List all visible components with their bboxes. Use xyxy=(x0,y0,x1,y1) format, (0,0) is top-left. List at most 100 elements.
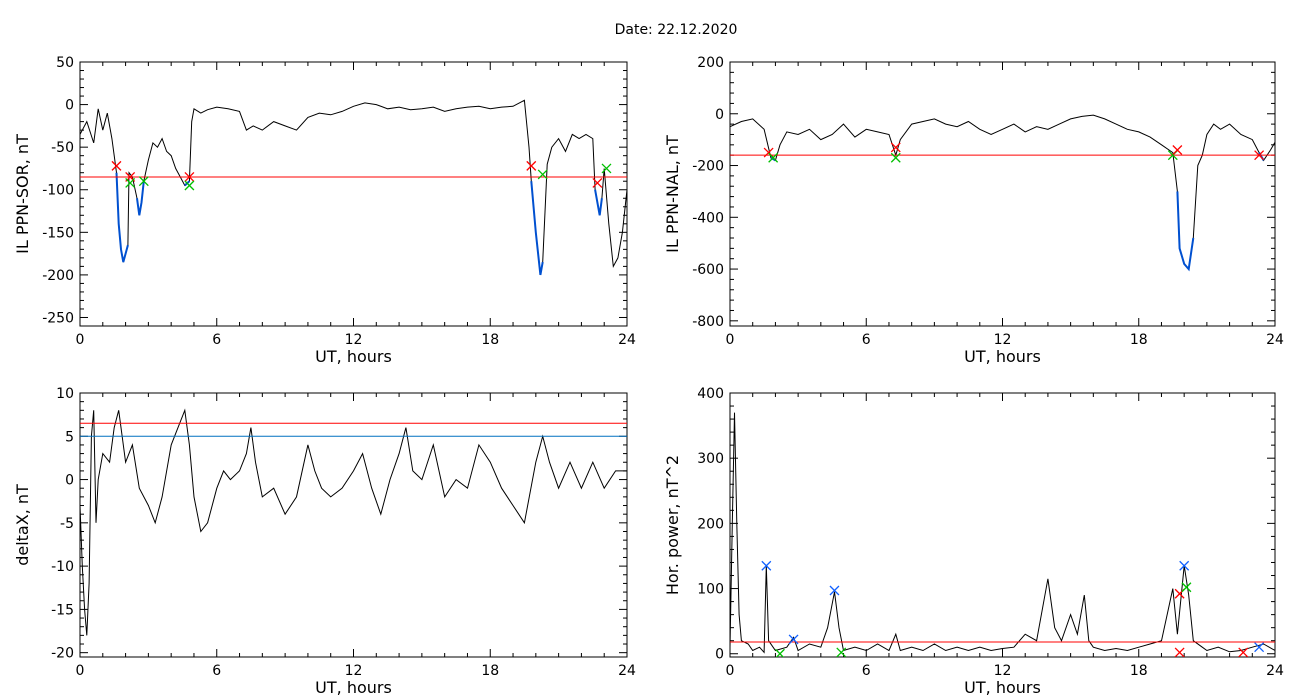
y-axis-label: IL PPN-NAL, nT xyxy=(663,135,682,253)
y-tick-label: 200 xyxy=(697,516,724,532)
x-tick-label: 0 xyxy=(76,663,85,679)
y-tick-label: -250 xyxy=(42,310,74,326)
highlight-segment xyxy=(115,172,129,263)
x-tick-label: 12 xyxy=(994,332,1012,348)
marker-blue xyxy=(788,634,799,645)
plot-area-nal xyxy=(730,114,1275,272)
marker-green xyxy=(774,648,785,657)
highlight-segment xyxy=(594,189,603,216)
y-tick-label: -10 xyxy=(51,559,74,575)
marker-green xyxy=(537,169,548,180)
series-line xyxy=(730,412,1275,654)
x-tick-label: 12 xyxy=(994,663,1012,679)
y-tick-label: -100 xyxy=(42,183,74,199)
marker-red xyxy=(1254,150,1265,161)
y-tick-label: 50 xyxy=(56,55,74,71)
plot-frame xyxy=(79,392,628,658)
x-tick-label: 6 xyxy=(212,332,221,348)
y-tick-label: -50 xyxy=(51,140,74,156)
marker-green xyxy=(768,152,779,163)
x-tick-label: 6 xyxy=(212,663,221,679)
y-tick-label: -400 xyxy=(692,210,724,226)
x-tick-label: 18 xyxy=(1130,332,1148,348)
series-line xyxy=(80,408,627,636)
plot-area-horpower xyxy=(730,412,1275,657)
highlight-segment xyxy=(136,181,145,216)
y-tick-label: 200 xyxy=(697,55,724,71)
y-tick-label: 0 xyxy=(715,647,724,663)
highlight-segment xyxy=(530,181,544,276)
x-tick-label: 6 xyxy=(862,332,871,348)
y-tick-label: -200 xyxy=(42,268,74,284)
y-tick-label: 400 xyxy=(697,386,724,402)
marker-red xyxy=(111,160,122,171)
marker-red xyxy=(1174,647,1185,657)
x-tick-label: 18 xyxy=(1130,663,1148,679)
marker-blue xyxy=(1179,560,1190,571)
y-tick-label: 5 xyxy=(65,429,74,445)
marker-green xyxy=(836,647,847,657)
marker-red xyxy=(890,142,901,153)
date-label: Date: 22.12.2020 xyxy=(615,22,738,38)
marker-red xyxy=(1238,647,1249,657)
chart-panel-horpower: 0 6 12 18 24 400 300 200 100 0 UT, hours Hor. power… xyxy=(663,386,1284,697)
plot-area-deltax xyxy=(80,408,627,636)
chart-panel-nal: 0 6 12 18 24 200 0 -200 -400 -600 -800 UT, hours IL … xyxy=(663,55,1284,366)
y-tick-label: 100 xyxy=(697,582,724,598)
plot-frame xyxy=(729,61,1276,327)
y-tick-label: -15 xyxy=(51,602,74,618)
x-tick-label: 24 xyxy=(618,332,636,348)
x-tick-label: 18 xyxy=(481,663,499,679)
series-line xyxy=(80,99,627,275)
highlight-segment xyxy=(1176,191,1195,272)
x-tick-label: 12 xyxy=(345,332,363,348)
marker-green xyxy=(1181,582,1192,593)
y-tick-label: -150 xyxy=(42,225,74,241)
plot-frame xyxy=(729,392,1276,658)
x-tick-label: 6 xyxy=(862,663,871,679)
marker-blue xyxy=(761,560,772,571)
x-tick-label: 24 xyxy=(1266,332,1284,348)
marker-red xyxy=(1172,145,1183,155)
x-tick-label: 24 xyxy=(1266,663,1284,679)
y-tick-label: -20 xyxy=(51,646,74,662)
marker-red xyxy=(526,160,537,171)
plot-area-sor xyxy=(80,99,627,276)
marker-green xyxy=(184,180,195,191)
y-tick-label: 300 xyxy=(697,451,724,467)
x-tick-label: 18 xyxy=(481,332,499,348)
chart-panel-sor: 0 6 12 18 24 50 0 -50 -100 -150 -200 -250 UT, hours I… xyxy=(13,55,636,366)
marker-blue xyxy=(829,585,840,596)
x-axis-label: UT, hours xyxy=(315,347,392,366)
x-tick-label: 0 xyxy=(726,663,735,679)
y-tick-label: -600 xyxy=(692,262,724,278)
marker-green xyxy=(125,177,136,188)
y-tick-label: 0 xyxy=(65,98,74,114)
y-tick-label: -5 xyxy=(60,516,74,532)
x-axis-label: UT, hours xyxy=(964,678,1041,697)
y-axis-label: Hor. power, nT^2 xyxy=(663,455,682,595)
chart-panel-deltax: 0 6 12 18 24 10 5 0 -5 -10 -15 -20 UT, hours deltaX, … xyxy=(13,386,636,697)
marker-green xyxy=(890,152,901,163)
marker-red xyxy=(592,177,603,188)
plot-frame xyxy=(79,61,628,327)
marker-blue xyxy=(1254,642,1265,653)
x-tick-label: 12 xyxy=(345,663,363,679)
y-tick-label: -200 xyxy=(692,159,724,175)
x-axis-label: UT, hours xyxy=(964,347,1041,366)
marker-red xyxy=(184,172,195,182)
y-tick-label: 0 xyxy=(715,107,724,123)
y-axis-label: IL PPN-SOR, nT xyxy=(13,134,32,254)
x-tick-label: 0 xyxy=(76,332,85,348)
marker-green xyxy=(601,163,612,174)
y-tick-label: -800 xyxy=(692,314,724,330)
marker-green xyxy=(138,176,149,187)
series-line xyxy=(730,114,1275,271)
x-tick-label: 24 xyxy=(618,663,636,679)
y-tick-label: 0 xyxy=(65,473,74,489)
y-tick-label: 10 xyxy=(56,386,74,402)
x-axis-label: UT, hours xyxy=(315,678,392,697)
y-axis-label: deltaX, nT xyxy=(13,484,32,566)
x-tick-label: 0 xyxy=(726,332,735,348)
